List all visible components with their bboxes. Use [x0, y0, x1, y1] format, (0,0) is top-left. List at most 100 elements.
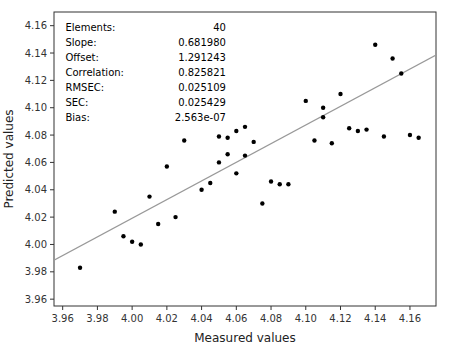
x-tick [271, 306, 272, 310]
background [0, 0, 450, 350]
y-tick [50, 80, 54, 81]
y-tick-label: 4.16 [25, 20, 47, 31]
y-tick-label: 3.98 [25, 266, 47, 277]
point [139, 242, 143, 246]
point [165, 164, 169, 168]
y-tick [50, 25, 54, 26]
y-tick-label: 4.04 [25, 184, 47, 195]
y-tick [50, 162, 54, 163]
x-tick-label: 3.98 [86, 313, 108, 324]
x-tick-label: 4.16 [399, 313, 421, 324]
x-tick-label: 3.96 [52, 313, 74, 324]
point [130, 240, 134, 244]
x-tick-label: 4.04 [190, 313, 212, 324]
stat-label: RMSEC: [65, 82, 104, 93]
point [408, 133, 412, 137]
point [321, 106, 325, 110]
x-tick [97, 306, 98, 310]
point [173, 215, 177, 219]
x-tick [340, 306, 341, 310]
point [243, 153, 247, 157]
x-tick [132, 306, 133, 310]
point [364, 127, 368, 131]
point [217, 160, 221, 164]
chart: 3.96 3.98 4.00 4.02 4.04 4.06 4.08 4.10 4.12 4.14… [0, 0, 450, 350]
stat-label: SEC: [65, 97, 88, 108]
point [234, 129, 238, 133]
y-tick [50, 299, 54, 300]
point [225, 136, 229, 140]
point [286, 182, 290, 186]
point [382, 134, 386, 138]
plot-area [54, 43, 436, 270]
y-tick-label: 4.12 [25, 75, 47, 86]
y-tick [50, 244, 54, 245]
point [121, 234, 125, 238]
point [156, 222, 160, 226]
y-tick-label: 4.06 [25, 157, 47, 168]
point [390, 56, 394, 60]
stat-label: Offset: [65, 52, 98, 63]
x-tick-label: 4.14 [364, 313, 386, 324]
point [78, 266, 82, 270]
stats-annotation: Elements: 40 Slope: 0.681980 Offset: 1.291243… [65, 22, 225, 123]
stat-value: 0.681980 [178, 37, 226, 48]
x-axis-label: Measured values [194, 331, 295, 345]
stat-label: Bias: [65, 112, 89, 123]
point [373, 43, 377, 47]
point [251, 140, 255, 144]
y-tick [50, 53, 54, 54]
axes: 3.96 3.98 4.00 4.02 4.04 4.06 4.08 4.10 4.12 4.14… [25, 20, 421, 324]
stat-value: 0.025109 [178, 82, 226, 93]
point [243, 125, 247, 129]
x-tick [305, 306, 306, 310]
regression-line [54, 55, 436, 260]
y-tick [50, 107, 54, 108]
y-tick-label: 4.08 [25, 130, 47, 141]
y-tick [50, 271, 54, 272]
stat-label: Elements: [65, 22, 115, 33]
point [269, 179, 273, 183]
point [217, 134, 221, 138]
y-tick-label: 4.14 [25, 48, 47, 59]
point [225, 152, 229, 156]
y-axis-label: Predicted values [2, 109, 16, 208]
x-tick-label: 4.02 [156, 313, 178, 324]
x-tick-label: 4.10 [295, 313, 317, 324]
point [182, 138, 186, 142]
point [416, 136, 420, 140]
x-tick-label: 4.12 [329, 313, 351, 324]
x-tick [62, 306, 63, 310]
x-tick-label: 4.08 [260, 313, 282, 324]
y-tick-label: 4.02 [25, 212, 47, 223]
stat-value: 2.563e-07 [175, 112, 226, 123]
point [312, 138, 316, 142]
stat-value: 40 [213, 22, 226, 33]
x-tick [201, 306, 202, 310]
point [260, 201, 264, 205]
y-tick [50, 189, 54, 190]
y-tick [50, 135, 54, 136]
point [199, 188, 203, 192]
y-tick-label: 4.00 [25, 239, 47, 250]
point [147, 194, 151, 198]
stat-label: Slope: [65, 37, 96, 48]
x-tick [236, 306, 237, 310]
y-tick-label: 4.10 [25, 102, 47, 113]
stat-value: 0.825821 [178, 67, 226, 78]
y-tick-label: 3.96 [25, 294, 47, 305]
point [399, 71, 403, 75]
point [278, 182, 282, 186]
x-tick-label: 4.06 [225, 313, 247, 324]
point [330, 141, 334, 145]
y-tick [50, 217, 54, 218]
point [347, 126, 351, 130]
x-tick [375, 306, 376, 310]
stat-value: 1.291243 [178, 52, 226, 63]
point [356, 129, 360, 133]
plot-frame [54, 12, 436, 306]
x-tick [166, 306, 167, 310]
stat-value: 0.025429 [178, 97, 226, 108]
x-tick [409, 306, 410, 310]
point [304, 99, 308, 103]
